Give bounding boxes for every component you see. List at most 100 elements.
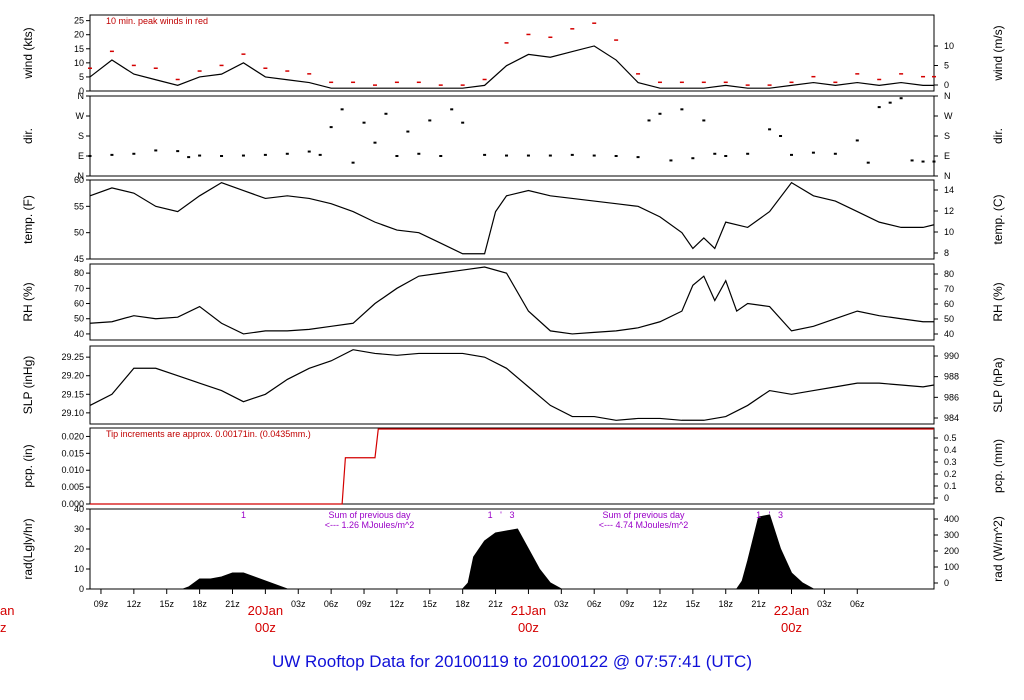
data-point [768, 128, 772, 131]
time-tick-label: 12z [390, 599, 405, 609]
radiation-annotation: 1 [241, 510, 246, 520]
data-point [461, 121, 465, 124]
panel-frame [89, 263, 935, 341]
peak-wind-mark [109, 50, 114, 53]
peak-wind-mark [131, 64, 136, 67]
left-tick-label: 29.10 [61, 408, 84, 418]
day-label-date: 22Jan [774, 603, 809, 618]
peak-wind-mark [482, 78, 487, 81]
panel-slp: 29.10 29.15 29.20 29.25 984 986 988 990 SLP (inH… [21, 345, 1005, 425]
radiation-annotation: Sum of previous day [328, 510, 411, 520]
peak-wind-mark [548, 36, 553, 39]
data-point [570, 153, 574, 156]
panel-frame [89, 95, 935, 177]
peak-wind-mark [416, 81, 421, 84]
series-line [89, 45, 934, 89]
peak-wind-mark [372, 84, 377, 86]
right-tick-label: 400 [944, 514, 959, 524]
peak-wind-mark [153, 67, 158, 69]
left-tick-label: 0.005 [61, 482, 84, 492]
panel-frame [89, 14, 935, 92]
data-point [176, 150, 180, 153]
peak-wind-mark [570, 28, 575, 30]
left-tick-label: 0 [79, 86, 84, 96]
partial-day-label-time: z [0, 620, 7, 635]
right-tick-label: 0.3 [944, 457, 957, 467]
data-point [220, 155, 224, 157]
data-point [362, 121, 366, 124]
time-tick-label: 15z [159, 599, 174, 609]
data-point [548, 154, 552, 157]
data-point [241, 154, 245, 157]
left-tick-label: 25 [74, 16, 84, 26]
series-line [89, 181, 935, 255]
time-tick-label: 03z [554, 599, 569, 609]
peak-wind-mark [307, 73, 312, 75]
left-tick-label: 15 [74, 44, 84, 54]
data-point [746, 152, 750, 155]
left-tick-label: W [76, 111, 85, 121]
peak-wind-mark [219, 64, 224, 67]
right-tick-label: 10 [944, 41, 954, 51]
left-tick-label: 60 [74, 175, 84, 185]
right-axis-label: rad (W/m^2) [991, 516, 1005, 582]
data-point [307, 150, 311, 153]
right-axis-label: dir. [991, 128, 1005, 144]
peak-wind-mark [657, 81, 662, 84]
peak-wind-mark [679, 81, 684, 84]
right-tick-label: 50 [944, 314, 954, 324]
time-tick-label: 21z [751, 599, 766, 609]
right-axis-label: pcp. (mm) [991, 439, 1005, 493]
right-tick-label: 988 [944, 372, 959, 382]
time-tick-label: 15z [423, 599, 438, 609]
time-tick-label: 09z [620, 599, 635, 609]
time-tick-label: 18z [192, 599, 207, 609]
peak-wind-mark [723, 81, 728, 84]
data-point [702, 119, 706, 122]
left-tick-label: 50 [74, 228, 84, 238]
time-tick-label: 09z [94, 599, 109, 609]
peak-wind-mark [263, 67, 268, 69]
left-tick-label: 29.25 [61, 352, 84, 362]
data-point [899, 97, 903, 100]
right-tick-label: 0.4 [944, 445, 957, 455]
left-tick-label: 0.000 [61, 499, 84, 509]
data-point [285, 152, 289, 155]
day-label-time: 00z [518, 620, 539, 635]
data-point [483, 153, 487, 156]
right-tick-label: 5 [944, 61, 949, 71]
left-axis-label: dir. [21, 128, 35, 144]
left-axis-label: temp. (F) [21, 195, 35, 244]
radiation-annotation: ' [500, 510, 502, 520]
left-tick-label: E [78, 151, 84, 161]
data-point [450, 108, 454, 111]
panel-wind: 0 5 10 15 20 25 0 5 10 wind (kts) wind (m/s) 10 min… [21, 14, 1005, 96]
data-point [395, 155, 399, 157]
data-point [406, 130, 410, 133]
right-tick-label: 0 [944, 80, 949, 90]
right-tick-label: 70 [944, 284, 954, 294]
radiation-annotation: 3 [778, 510, 783, 520]
right-tick-label: 200 [944, 546, 959, 556]
right-tick-label: 984 [944, 413, 959, 423]
data-point [647, 119, 651, 122]
time-tick-label: 18z [718, 599, 733, 609]
right-tick-label: 14 [944, 185, 954, 195]
peak-wind-mark [811, 75, 816, 78]
peak-wind-mark [745, 84, 750, 86]
left-tick-label: 80 [74, 268, 84, 278]
data-point [866, 161, 870, 164]
data-point [384, 112, 388, 115]
data-point [811, 151, 815, 154]
radiation-annotation: 1 [756, 510, 761, 520]
peak-wind-mark [460, 84, 465, 86]
data-point [373, 141, 377, 144]
peak-wind-mark [438, 84, 443, 86]
data-point [877, 106, 881, 109]
left-tick-label: 10 [74, 58, 84, 68]
radiation-annotation: <--- 1.26 MJoules/m^2 [325, 520, 415, 530]
left-tick-label: N [78, 91, 85, 101]
